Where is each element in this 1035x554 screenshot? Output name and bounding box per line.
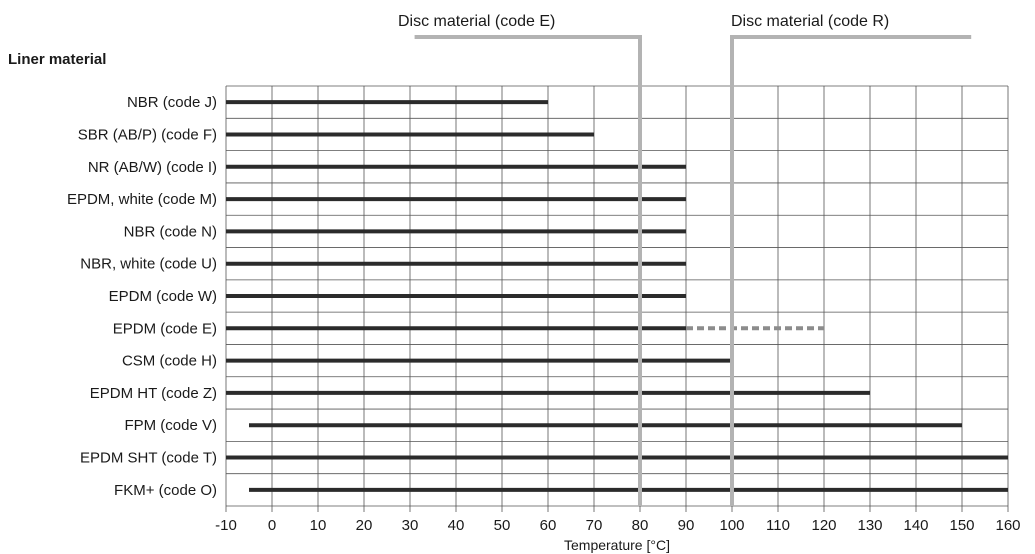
grid bbox=[225, 85, 1009, 512]
x-tick-label: 80 bbox=[632, 517, 649, 534]
x-tick-label: 130 bbox=[857, 517, 882, 534]
category-label: NR (AB/W) (code I) bbox=[88, 159, 217, 176]
x-tick-label: 90 bbox=[678, 517, 695, 534]
x-tick-label: 160 bbox=[995, 517, 1020, 534]
category-label: FKM+ (code O) bbox=[114, 482, 217, 499]
category-label: EPDM (code E) bbox=[113, 320, 217, 337]
category-label: SBR (AB/P) (code F) bbox=[78, 126, 217, 143]
disc-marker-label: Disc material (code R) bbox=[731, 13, 889, 30]
x-tick-label: 50 bbox=[494, 517, 511, 534]
disc-markers: Disc material (code E) Disc material (cod… bbox=[398, 13, 972, 506]
x-tick-label: 110 bbox=[766, 517, 790, 534]
category-labels: NBR (code J) SBR (AB/P) (code F) NR (AB/W)… bbox=[67, 94, 217, 499]
category-label: EPDM SHT (code T) bbox=[80, 450, 217, 467]
x-tick-label: 70 bbox=[586, 517, 603, 534]
chart-title: Liner material bbox=[8, 51, 106, 68]
x-tick-label: -10 bbox=[215, 517, 237, 534]
category-label: CSM (code H) bbox=[122, 353, 217, 370]
x-tick-labels: -10 0 10 20 30 40 50 60 70 80 90 100 110 120 130 140 150… bbox=[215, 517, 1020, 534]
category-label: EPDM, white (code M) bbox=[67, 191, 217, 208]
x-axis-label: Temperature [°C] bbox=[564, 537, 670, 553]
x-tick-label: 140 bbox=[903, 517, 928, 534]
category-label: EPDM (code W) bbox=[109, 288, 217, 305]
category-label: NBR (code N) bbox=[124, 223, 217, 240]
category-label: FPM (code V) bbox=[124, 417, 217, 434]
x-tick-label: 100 bbox=[719, 517, 744, 534]
category-label: EPDM HT (code Z) bbox=[90, 385, 217, 402]
x-tick-label: 120 bbox=[811, 517, 836, 534]
x-tick-label: 60 bbox=[540, 517, 557, 534]
category-label: NBR (code J) bbox=[127, 94, 217, 111]
x-tick-label: 20 bbox=[356, 517, 373, 534]
x-tick-label: 10 bbox=[310, 517, 327, 534]
category-label: NBR, white (code U) bbox=[80, 256, 217, 273]
x-tick-label: 30 bbox=[402, 517, 419, 534]
bars bbox=[226, 100, 1008, 492]
disc-marker-label: Disc material (code E) bbox=[398, 13, 555, 30]
x-tick-label: 0 bbox=[268, 517, 276, 534]
x-tick-label: 150 bbox=[949, 517, 974, 534]
x-tick-label: 40 bbox=[448, 517, 465, 534]
